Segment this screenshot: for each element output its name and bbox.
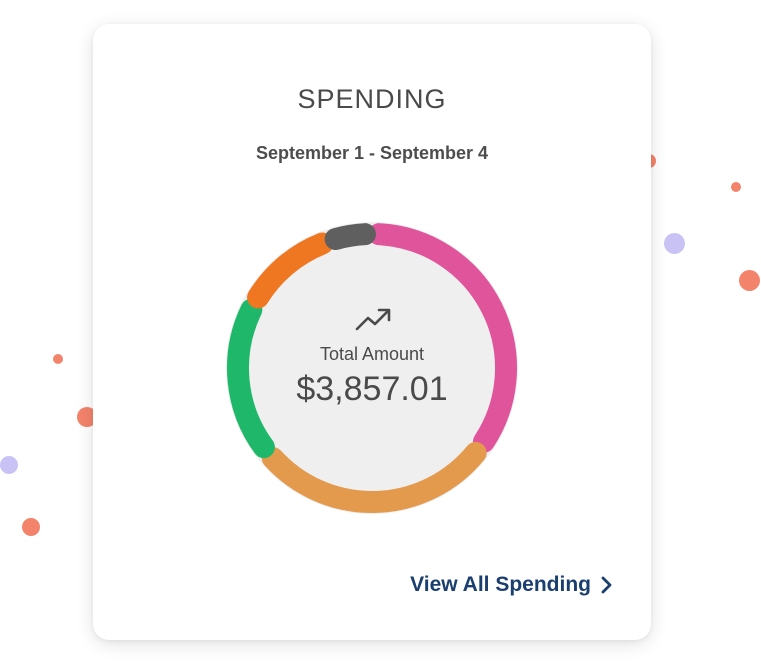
decor-dot	[731, 182, 741, 192]
donut-segment	[324, 223, 376, 251]
donut-segment	[247, 232, 334, 309]
donut-center: Total Amount $3,857.01	[221, 217, 523, 519]
decor-dot	[0, 456, 18, 474]
trending-up-icon	[355, 308, 391, 331]
spending-donut-chart	[226, 222, 518, 514]
donut-segment	[227, 298, 275, 459]
decor-dot	[739, 270, 760, 291]
spending-card: SPENDING September 1 - September 4 Total…	[93, 24, 651, 640]
decor-dot	[22, 518, 40, 536]
decor-dot	[664, 233, 685, 254]
donut-segment	[368, 223, 517, 453]
view-all-spending-label: View All Spending	[410, 573, 591, 596]
decor-dot	[77, 407, 97, 427]
decor-dot	[53, 354, 63, 364]
donut-track	[226, 222, 518, 514]
chevron-right-icon	[601, 576, 612, 594]
card-title: SPENDING	[297, 84, 447, 114]
total-amount-label: Total Amount	[319, 344, 425, 364]
total-amount-value: $3,857.01	[296, 370, 448, 408]
view-all-spending-link[interactable]: View All Spending	[410, 573, 613, 597]
date-range: September 1 - September 4	[255, 143, 489, 163]
donut-segment	[261, 441, 487, 513]
